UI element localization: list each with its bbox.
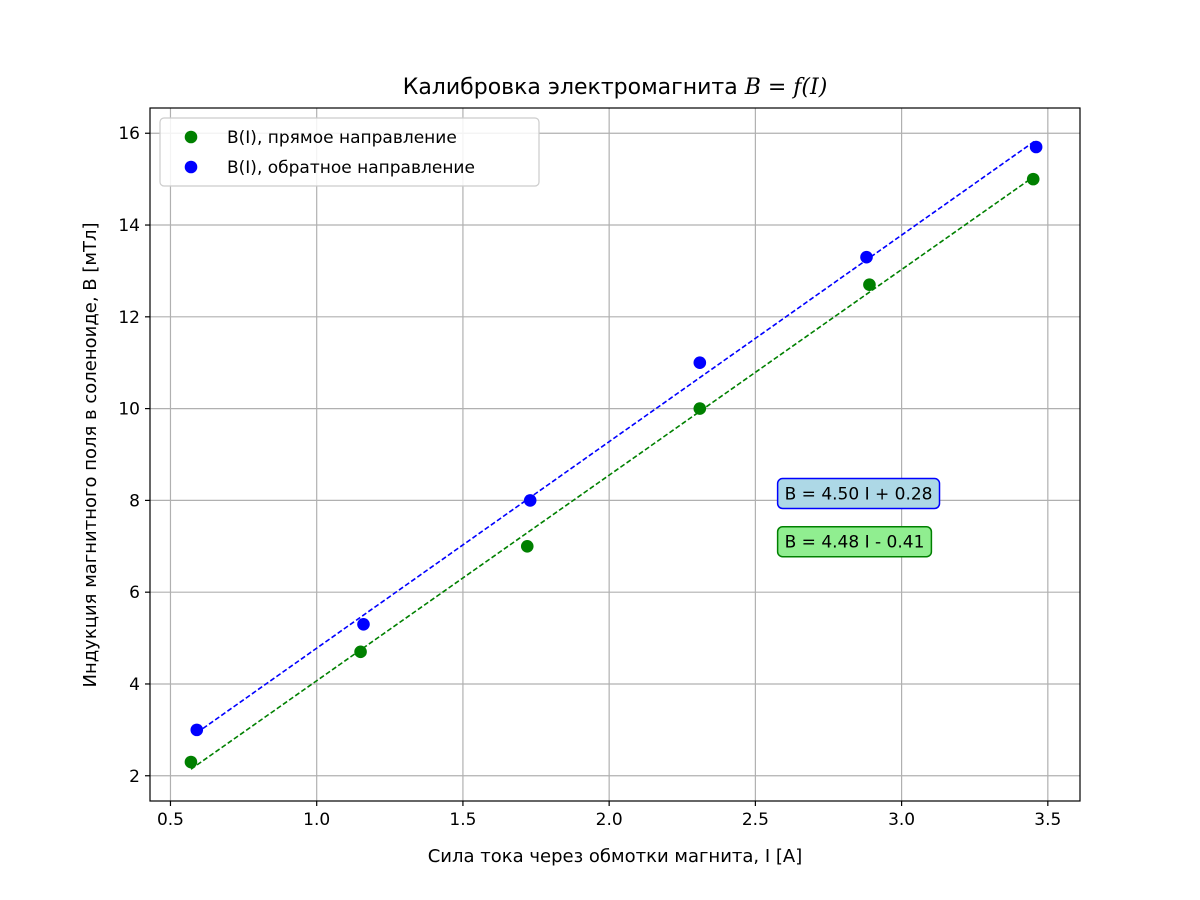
x-axis-label: Сила тока через обмотки магнита, I [A] — [428, 846, 803, 867]
plot-frame — [149, 107, 1081, 802]
fit-lines — [190, 139, 1037, 770]
y-tick-label: 12 — [118, 308, 140, 328]
chart-title: Калибровка электромагнита B = f(I) — [403, 75, 828, 100]
y-tick-label: 8 — [129, 491, 140, 511]
y-tick-label: 6 — [129, 583, 140, 603]
x-axis-ticks: 0.5 1.0 1.5 2.0 2.5 3.0 3.5 — [157, 801, 1061, 830]
y-tick-label: 2 — [129, 767, 140, 787]
legend-marker — [184, 130, 198, 144]
y-tick-label: 16 — [118, 124, 140, 144]
x-tick-label: 3.0 — [888, 810, 915, 830]
legend: B(I), прямое направление B(I), обратное н… — [159, 117, 540, 187]
legend-marker — [184, 160, 198, 174]
data-point-series-0 — [184, 755, 198, 769]
fit-equation-text: B = 4.50 I + 0.28 — [785, 485, 933, 505]
y-tick-label: 4 — [129, 675, 140, 695]
chart-title-text: Калибровка электромагнита — [403, 75, 745, 100]
fit-line-series-1 — [196, 139, 1037, 734]
data-point-series-0 — [863, 278, 876, 291]
data-point-series-0 — [354, 645, 367, 659]
legend-label: B(I), прямое направление — [227, 128, 457, 148]
x-tick-label: 0.5 — [157, 810, 184, 830]
legend-label: B(I), обратное направление — [227, 158, 475, 178]
x-tick-label: 1.5 — [449, 810, 476, 830]
data-point-series-0 — [520, 539, 534, 553]
fit-equation-box — [776, 525, 933, 558]
fit-equation-label-series-1: B = 4.50 I + 0.28 — [776, 477, 941, 510]
data-points — [184, 140, 1043, 769]
y-axis-ticks: 2 4 6 8 10 12 14 16 — [118, 124, 150, 787]
fit-line-series-0 — [190, 176, 1034, 770]
plot-area — [150, 108, 1080, 801]
data-point-series-1 — [693, 356, 707, 370]
legend-box — [159, 117, 540, 187]
y-axis-label: Индукция магнитного поля в соленоиде, B … — [80, 223, 101, 688]
x-tick-label: 3.5 — [1034, 810, 1061, 830]
chart-title-math: B = f(I) — [744, 75, 828, 100]
data-point-series-1 — [860, 250, 873, 264]
x-tick-label: 2.5 — [742, 810, 769, 830]
fit-equation-label-series-0: B = 4.48 I - 0.41 — [776, 525, 933, 558]
x-tick-label: 2.0 — [596, 810, 623, 830]
data-point-series-0 — [1026, 172, 1040, 186]
x-tick-label: 1.0 — [303, 810, 330, 830]
fit-equation-box — [776, 477, 941, 510]
y-tick-label: 14 — [118, 216, 140, 236]
data-point-series-1 — [523, 494, 537, 507]
fit-equation-text: B = 4.48 I - 0.41 — [785, 533, 925, 553]
y-tick-label: 10 — [118, 400, 140, 420]
data-point-series-0 — [693, 402, 707, 415]
data-point-series-1 — [357, 618, 370, 631]
data-point-series-1 — [1029, 140, 1043, 154]
fit-equation-labels: B = 4.50 I + 0.28 B = 4.48 I - 0.41 — [776, 477, 941, 558]
data-point-series-1 — [190, 723, 204, 737]
